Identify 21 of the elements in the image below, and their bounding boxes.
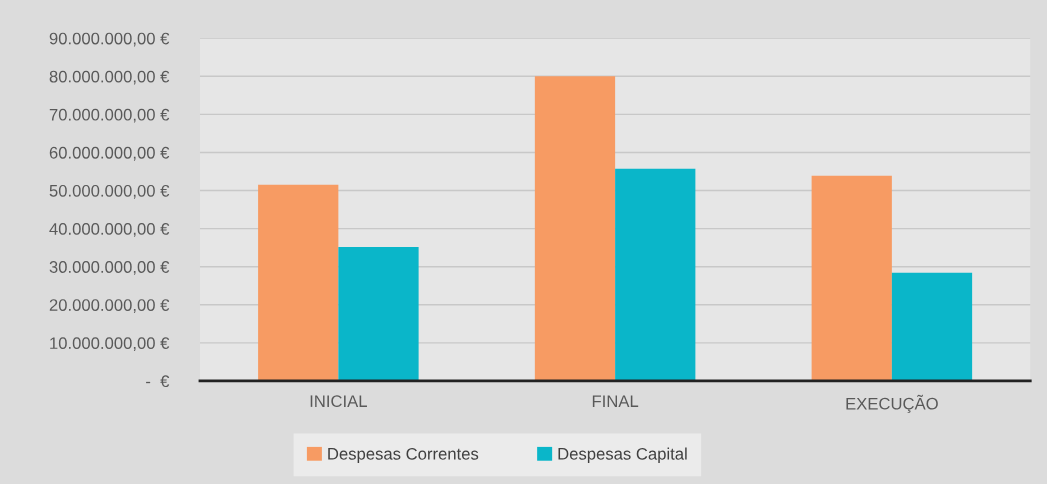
legend-label: Despesas Correntes <box>328 447 479 464</box>
bar <box>258 184 339 381</box>
y-tick-label: 40.000.000,00 € <box>49 223 170 237</box>
y-tick-label: - € <box>146 375 170 388</box>
bar <box>615 168 696 381</box>
x-tick-label: INICIAL <box>310 395 367 408</box>
y-tick-label: 70.000.000,00 € <box>49 108 170 123</box>
legend-label: Despesas Capital <box>558 447 687 464</box>
bar <box>338 246 419 381</box>
y-tick-label: 50.000.000,00 € <box>49 184 170 199</box>
bar <box>534 76 616 381</box>
y-tick-label: 20.000.000,00 € <box>49 299 170 313</box>
bar <box>891 272 973 381</box>
y-tick-label: 90.000.000,00 € <box>49 32 170 47</box>
x-tick-label: FINAL <box>592 395 639 407</box>
y-tick-label: 80.000.000,00 € <box>49 70 170 85</box>
y-tick-label: 10.000.000,00 € <box>50 337 170 352</box>
y-tick-label: 60.000.000,00 € <box>49 146 170 161</box>
y-tick-label: 30.000.000,00 € <box>49 261 170 275</box>
bar <box>811 175 892 381</box>
x-tick-label: EXECUÇÃO <box>846 394 938 413</box>
